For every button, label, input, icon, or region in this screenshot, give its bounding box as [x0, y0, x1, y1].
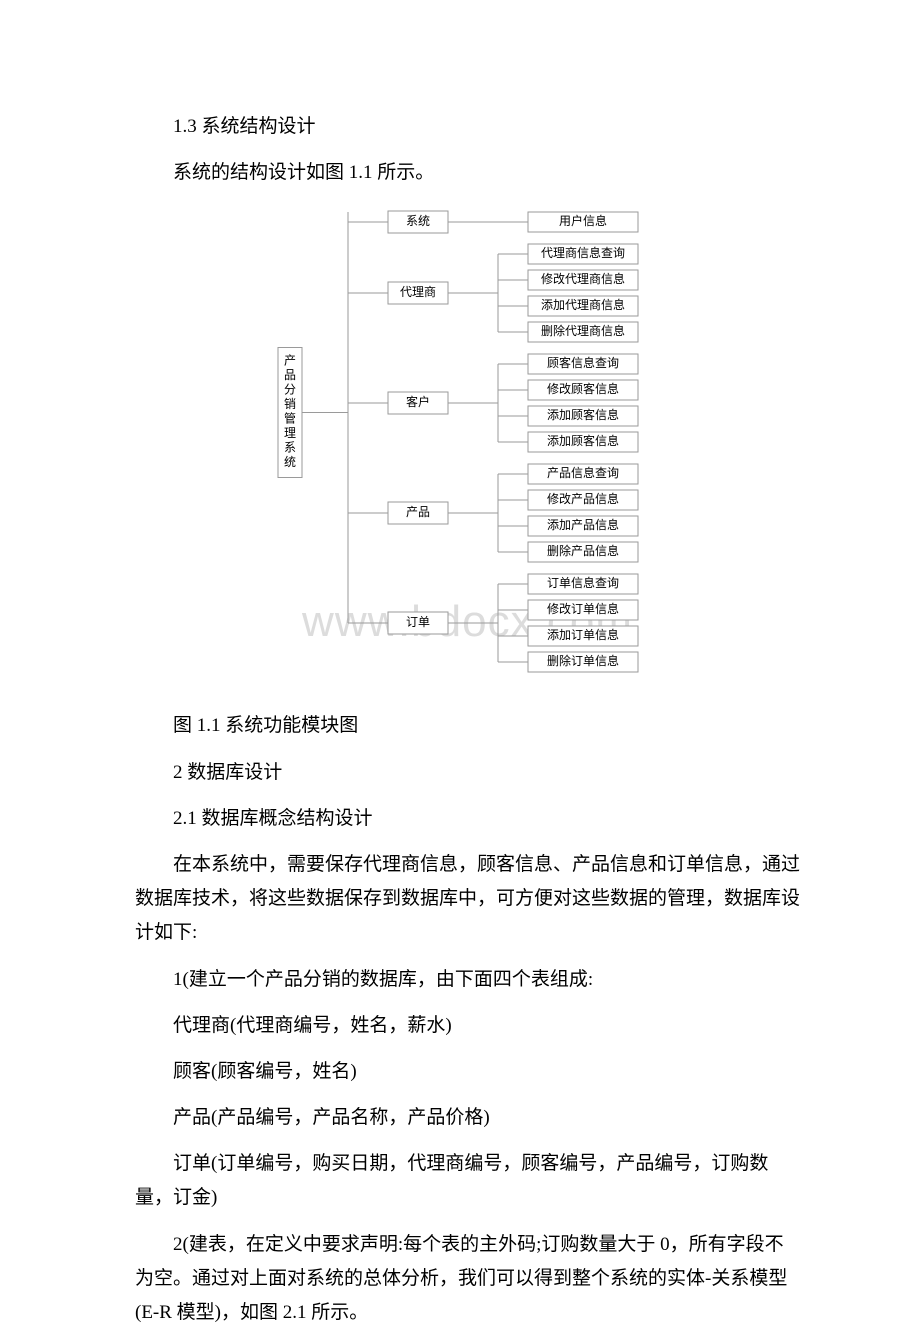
svg-text:顾客信息查询: 顾客信息查询: [546, 355, 618, 370]
section-2-1-text: 在本系统中，需要保存代理商信息，顾客信息、产品信息和订单信息，通过数据库技术，将…: [135, 848, 800, 951]
svg-text:产品信息查询: 产品信息查询: [546, 465, 618, 480]
figure-caption: 图 1.1 系统功能模块图: [135, 709, 800, 743]
svg-text:产品: 产品: [405, 505, 429, 519]
svg-text:修改代理商信息: 修改代理商信息: [540, 271, 624, 286]
svg-text:代理商信息查询: 代理商信息查询: [540, 245, 624, 260]
svg-text:统: 统: [283, 455, 295, 469]
db-intro: 1(建立一个产品分销的数据库，由下面四个表组成:: [135, 963, 800, 997]
svg-text:删除代理商信息: 删除代理商信息: [540, 323, 624, 338]
svg-text:添加顾客信息: 添加顾客信息: [546, 433, 618, 448]
table-product: 产品(产品编号，产品名称，产品价格): [135, 1101, 800, 1135]
svg-text:修改产品信息: 修改产品信息: [546, 491, 618, 506]
svg-text:品: 品: [283, 369, 295, 383]
svg-text:添加代理商信息: 添加代理商信息: [540, 297, 624, 312]
section-2-2-text: 2(建表，在定义中要求声明:每个表的主外码;订购数量大于 0，所有字段不为空。通…: [135, 1228, 800, 1330]
table-order: 订单(订单编号，购买日期，代理商编号，顾客编号，产品编号，订购数量，订金): [135, 1147, 800, 1215]
svg-text:订单: 订单: [405, 615, 429, 629]
svg-text:管: 管: [283, 411, 295, 426]
svg-text:订单信息查询: 订单信息查询: [546, 575, 618, 590]
svg-text:用户信息: 用户信息: [558, 213, 606, 228]
section-1-3-text: 系统的结构设计如图 1.1 所示。: [135, 156, 800, 190]
svg-text:添加订单信息: 添加订单信息: [546, 627, 618, 642]
svg-text:理: 理: [283, 426, 295, 440]
svg-text:添加产品信息: 添加产品信息: [546, 517, 618, 532]
svg-text:销: 销: [283, 397, 295, 411]
table-customer: 顾客(顾客编号，姓名): [135, 1055, 800, 1089]
svg-text:添加顾客信息: 添加顾客信息: [546, 407, 618, 422]
svg-text:系: 系: [283, 441, 295, 455]
svg-text:删除产品信息: 删除产品信息: [546, 543, 618, 558]
table-agent: 代理商(代理商编号，姓名，薪水): [135, 1009, 800, 1043]
svg-text:系统: 系统: [405, 214, 429, 228]
section-1-3-title: 1.3 系统结构设计: [135, 110, 800, 144]
diagram-container: www.bdocx.com 产品分销管理系统系统用户信息代理商代理商信息查询修改…: [135, 202, 800, 694]
section-2-1-title: 2.1 数据库概念结构设计: [135, 802, 800, 836]
svg-text:删除订单信息: 删除订单信息: [546, 653, 618, 668]
svg-text:代理商: 代理商: [399, 284, 435, 299]
svg-text:产: 产: [283, 354, 295, 368]
svg-text:修改顾客信息: 修改顾客信息: [546, 381, 618, 396]
system-tree-diagram: 产品分销管理系统系统用户信息代理商代理商信息查询修改代理商信息添加代理商信息删除…: [268, 202, 668, 694]
section-2-title: 2 数据库设计: [135, 756, 800, 790]
svg-text:修改订单信息: 修改订单信息: [546, 601, 618, 616]
svg-text:客户: 客户: [405, 394, 429, 409]
svg-text:分: 分: [283, 383, 295, 397]
